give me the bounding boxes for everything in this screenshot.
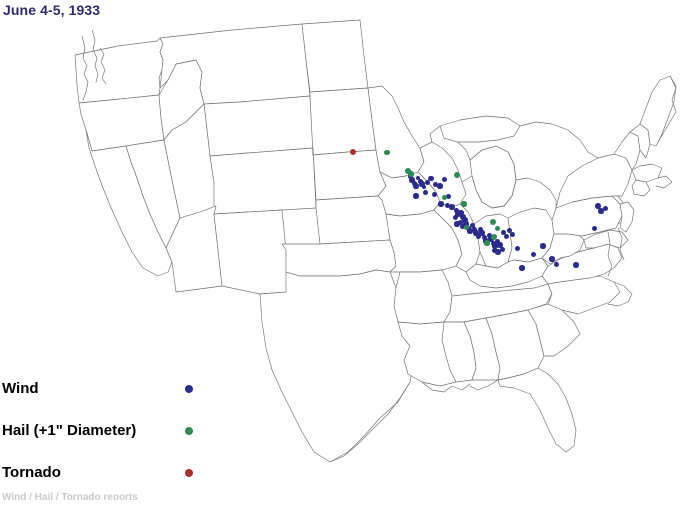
hail-dot-icon [185, 427, 193, 435]
hail-point [490, 219, 496, 225]
legend-label-wind: Wind [2, 380, 39, 397]
wind-point [453, 207, 459, 213]
wind-point [494, 238, 500, 244]
wind-point [481, 234, 487, 240]
wind-point [540, 243, 546, 249]
wind-point [413, 183, 419, 189]
wind-point [500, 229, 506, 235]
wind-point [497, 242, 503, 248]
wind-point [421, 184, 427, 190]
wind-point [473, 230, 479, 236]
wind-point [488, 236, 494, 242]
footnote-text: Wind / Hail / Tornado reports [2, 492, 138, 500]
wind-point [549, 256, 555, 262]
wind-point [444, 202, 450, 208]
wind-point [598, 208, 604, 214]
legend-item-wind: Wind [0, 380, 260, 422]
wind-point [459, 223, 465, 229]
wind-point [431, 192, 437, 197]
wind-point [490, 240, 496, 246]
hail-point [463, 224, 469, 230]
wind-point [457, 219, 463, 225]
wind-dot-icon [185, 385, 193, 393]
wind-point [417, 178, 423, 184]
wind-point [454, 221, 460, 227]
wind-point [458, 210, 464, 216]
wind-point [409, 177, 415, 183]
wind-point [530, 251, 536, 257]
hail-point [484, 240, 490, 246]
wind-point [509, 231, 515, 237]
state-outlines [74, 19, 677, 463]
wind-point [460, 214, 466, 220]
legend: Wind Hail (+1" Diameter) Tornado [0, 380, 260, 506]
wind-point [463, 221, 469, 227]
wind-point [449, 204, 455, 210]
wind-point [595, 203, 601, 209]
legend-label-tornado: Tornado [2, 464, 61, 481]
wind-point [503, 233, 509, 239]
wind-point [471, 226, 477, 232]
wind-point [428, 175, 434, 182]
hail-point [454, 172, 460, 178]
wind-point [462, 217, 468, 223]
wind-point [519, 265, 525, 271]
hail-point [405, 168, 411, 174]
tornado-dot-icon [185, 469, 193, 477]
wind-point [479, 230, 485, 236]
wind-point [437, 183, 443, 189]
wind-point [413, 193, 419, 199]
wind-point [486, 232, 492, 238]
wind-point [467, 228, 473, 234]
wind-point [492, 243, 498, 249]
wind-point [432, 181, 438, 187]
wind-point [477, 226, 483, 232]
hail-point [491, 234, 497, 240]
hail-point [494, 225, 500, 231]
hail-point [384, 149, 390, 156]
wind-point [499, 246, 505, 252]
wind-point [441, 176, 447, 182]
wind-point [469, 222, 475, 228]
wind-point [506, 227, 512, 233]
wind-point [455, 211, 461, 217]
wind-point [419, 181, 425, 187]
wind-point [424, 180, 430, 185]
legend-label-hail: Hail (+1" Diameter) [2, 422, 137, 439]
wind-point [445, 193, 451, 199]
wind-point [553, 261, 559, 267]
wind-point [438, 201, 444, 207]
page-title: June 4-5, 1933 [3, 2, 101, 18]
hail-point [461, 201, 467, 207]
wind-point [475, 233, 481, 239]
wind-point [495, 249, 501, 255]
wind-point [602, 205, 608, 211]
wind-point [452, 214, 458, 220]
hail-point [408, 171, 414, 177]
wind-point [573, 262, 579, 268]
wind-point [514, 245, 520, 251]
legend-item-tornado: Tornado [0, 464, 260, 506]
wind-point [591, 225, 597, 231]
wind-point [422, 190, 428, 195]
hail-point [441, 194, 447, 200]
wind-point [491, 247, 497, 253]
legend-item-hail: Hail (+1" Diameter) [0, 422, 260, 464]
tornado-point [350, 149, 356, 155]
wind-point [415, 175, 421, 181]
